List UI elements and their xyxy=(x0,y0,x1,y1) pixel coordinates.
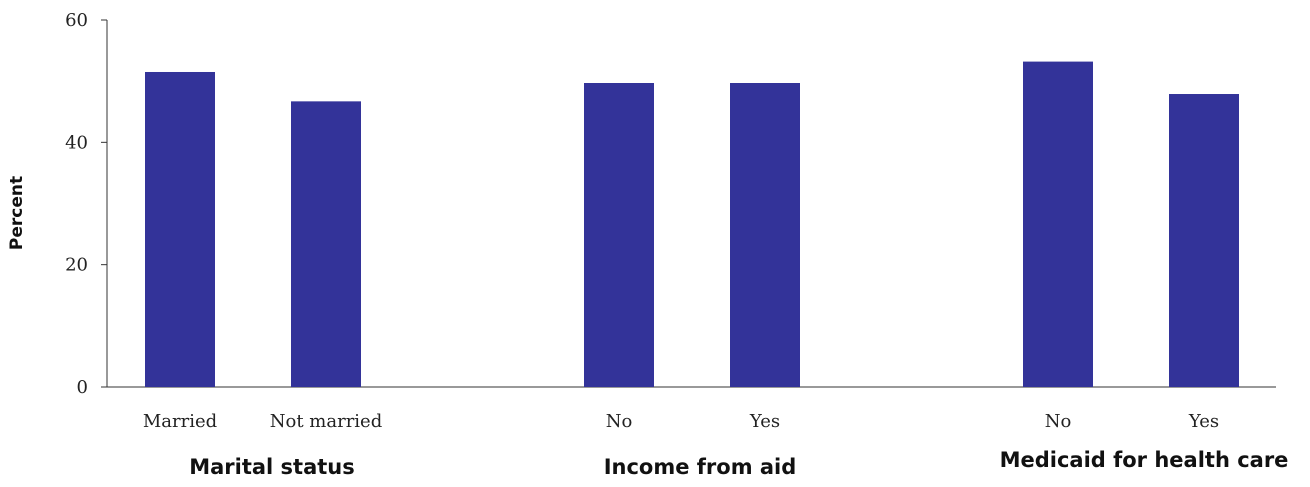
group-title-1: Income from aid xyxy=(604,455,797,479)
bar-1-1 xyxy=(730,83,800,388)
y-tick-label-1: 20 xyxy=(65,255,88,276)
group-title-2: Medicaid for health care xyxy=(1000,448,1289,472)
bar-2-1 xyxy=(1169,94,1239,388)
y-axis-label: Percent xyxy=(7,176,27,250)
bars xyxy=(145,61,1239,388)
x-tick-label-2-0: No xyxy=(1045,411,1072,432)
x-tick-label-2-1: Yes xyxy=(1188,411,1219,432)
bar-0-0 xyxy=(145,71,215,387)
group-titles: Marital status Income from aid Medicaid fo… xyxy=(189,448,1288,479)
x-tick-label-1-1: Yes xyxy=(749,411,780,432)
y-tick-label-3: 60 xyxy=(65,10,88,31)
category-labels: Married Not married No Yes No Yes xyxy=(143,411,1219,432)
x-tick-label-0-0: Married xyxy=(143,411,217,432)
bar-0-1 xyxy=(291,101,361,387)
bar-2-0 xyxy=(1023,61,1093,388)
x-tick-label-1-0: No xyxy=(606,411,633,432)
y-tick-label-0: 0 xyxy=(77,377,88,398)
bar-1-0 xyxy=(584,83,654,388)
group-title-0: Marital status xyxy=(189,455,355,479)
axes: 0 20 40 60 xyxy=(65,10,1276,398)
y-tick-label-2: 40 xyxy=(65,132,88,153)
x-tick-label-0-1: Not married xyxy=(270,411,382,432)
y-ticks: 0 20 40 60 xyxy=(65,10,107,398)
